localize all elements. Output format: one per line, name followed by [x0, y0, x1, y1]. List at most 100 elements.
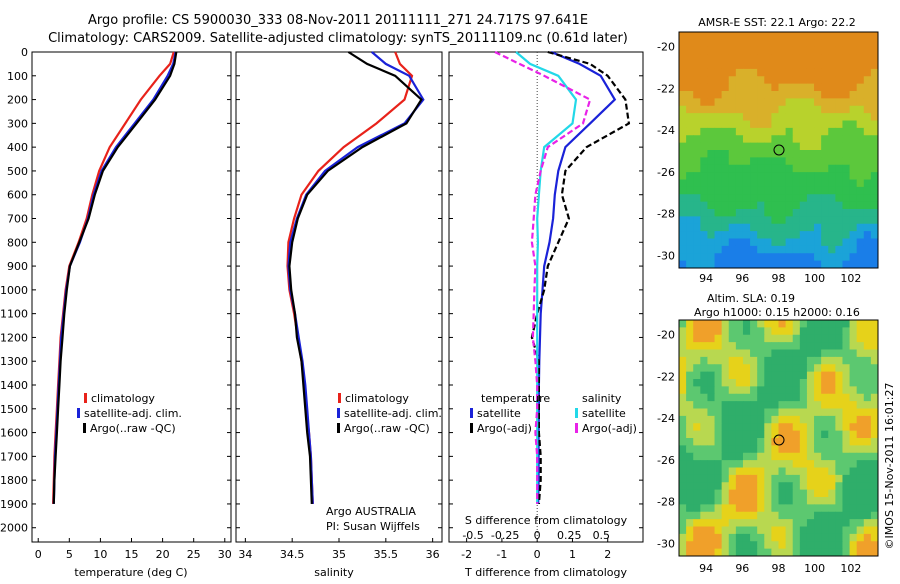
- x-tick-label: 0: [35, 548, 42, 561]
- map-cell: [721, 46, 730, 55]
- map-cell: [764, 548, 772, 557]
- map-cell: [721, 76, 730, 85]
- map-cell: [828, 327, 836, 336]
- map-cell: [870, 379, 879, 387]
- map-cell: [792, 408, 801, 417]
- map-cell: [799, 172, 808, 181]
- map-cell: [806, 68, 815, 77]
- map-cell: [735, 482, 744, 491]
- map-cell: [792, 497, 801, 505]
- map-cell: [735, 238, 744, 247]
- map-cell: [821, 401, 829, 410]
- map-cell: [686, 467, 694, 476]
- map-cell: [742, 548, 751, 557]
- map-cell: [728, 379, 737, 387]
- map-cell: [828, 541, 836, 550]
- legend-satellite: satellite-adj. clim.: [344, 407, 442, 420]
- map-cell: [757, 76, 765, 85]
- map-cell: [707, 164, 716, 173]
- map-cell: [700, 467, 708, 476]
- map-cell: [828, 364, 836, 373]
- map-cell: [693, 150, 701, 158]
- map-cell: [856, 408, 865, 417]
- map-cell: [806, 511, 815, 520]
- map-cell: [686, 327, 694, 336]
- s-diff-tick-label: 0.25: [557, 529, 582, 542]
- map-cell: [707, 253, 716, 262]
- map-cell: [849, 320, 858, 328]
- map-cell: [849, 371, 858, 380]
- map-cell: [792, 179, 801, 188]
- map-cell: [821, 364, 829, 373]
- map-cell: [835, 320, 843, 328]
- map-cell: [806, 526, 815, 535]
- map-cell: [863, 511, 872, 520]
- map-cell: [686, 245, 694, 254]
- map-cell: [693, 68, 701, 77]
- map-cell: [842, 98, 851, 107]
- map-cell: [707, 489, 716, 498]
- map-cell: [842, 83, 851, 92]
- map-cell: [814, 157, 822, 166]
- map-cell: [814, 408, 822, 417]
- map-cell: [785, 393, 794, 402]
- map-cell: [856, 474, 865, 483]
- map-cell: [735, 32, 744, 40]
- map-cell: [679, 445, 687, 454]
- map-lon-tick-label: 98: [772, 272, 786, 285]
- map-cell: [750, 142, 758, 151]
- map-cell: [679, 157, 687, 166]
- map-cell: [686, 364, 694, 373]
- map-cell: [714, 194, 723, 203]
- map-cell: [814, 327, 822, 336]
- depth-tick-label: 800: [7, 236, 28, 249]
- map-cell: [835, 164, 843, 173]
- map-cell: [849, 438, 858, 446]
- map-cell: [835, 379, 843, 387]
- map-cell: [849, 519, 858, 528]
- map-cell: [771, 393, 779, 402]
- map-cell: [814, 54, 822, 63]
- map-cell: [792, 83, 801, 92]
- map-cell: [679, 39, 687, 48]
- map-cell: [764, 489, 772, 498]
- map-cell: [856, 54, 865, 63]
- map-cell: [700, 142, 708, 151]
- map-cell: [849, 511, 858, 520]
- map-cell: [742, 172, 751, 181]
- map-cell: [757, 231, 765, 240]
- map-cell: [679, 320, 687, 328]
- map-cell: [778, 497, 787, 505]
- map-cell: [742, 511, 751, 520]
- map-cell: [693, 83, 701, 92]
- map-cell: [863, 519, 872, 528]
- map-cell: [842, 519, 851, 528]
- map-cell: [707, 482, 716, 491]
- map-cell: [835, 349, 843, 358]
- map-cell: [814, 98, 822, 107]
- map-cell: [835, 209, 843, 217]
- map-cell: [870, 334, 879, 343]
- map-cell: [856, 460, 865, 469]
- map-cell: [806, 371, 815, 380]
- map-cell: [778, 164, 787, 173]
- map-cell: [835, 386, 843, 395]
- map-cell: [757, 179, 765, 188]
- map-cell: [814, 401, 822, 410]
- map-cell: [742, 408, 751, 417]
- map-cell: [870, 46, 879, 55]
- map-cell: [849, 504, 858, 513]
- map-cell: [828, 83, 836, 92]
- map-cell: [849, 526, 858, 535]
- map-cell: [835, 201, 843, 210]
- map-cell: [828, 356, 836, 365]
- map-cell: [764, 127, 772, 136]
- map-cell: [742, 474, 751, 483]
- map-cell: [728, 142, 737, 151]
- map-cell: [700, 260, 708, 269]
- map-cell: [870, 216, 879, 225]
- map-cell: [693, 127, 701, 136]
- map-cell: [835, 150, 843, 158]
- map-cell: [863, 135, 872, 144]
- map-cell: [757, 342, 765, 351]
